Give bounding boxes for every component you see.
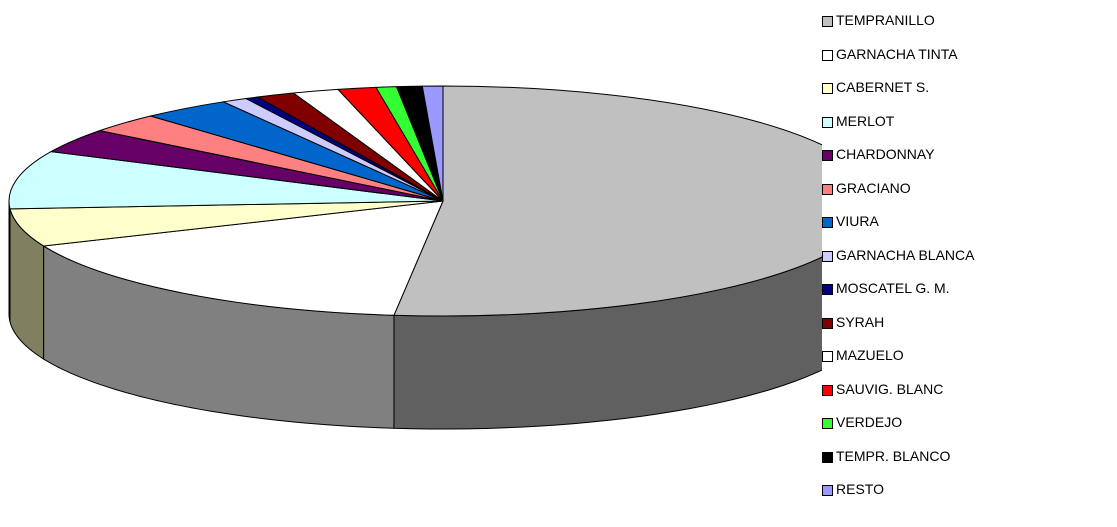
legend-swatch	[822, 49, 833, 61]
legend: TEMPRANILLO GARNACHA TINTA CABERNET S. MERL…	[822, 12, 1117, 515]
pie-slice-merlot	[8, 151, 444, 210]
legend-swatch	[822, 217, 833, 228]
legend-swatch	[822, 451, 833, 463]
pie-chart	[8, 85, 822, 430]
legend-label: MAZUELO	[836, 347, 904, 363]
pie-slice-cabernet-s	[9, 200, 444, 247]
legend-item: RESTO	[822, 481, 1117, 515]
legend-item: CABERNET S.	[822, 79, 1117, 113]
legend-swatch	[822, 116, 833, 128]
legend-swatch	[822, 384, 833, 396]
legend-swatch	[822, 485, 833, 496]
legend-item: SAUVIG. BLANC	[822, 381, 1117, 415]
legend-item: MERLOT	[822, 113, 1117, 147]
legend-swatch	[822, 418, 833, 429]
legend-item: MAZUELO	[822, 347, 1117, 381]
legend-swatch	[822, 150, 833, 161]
legend-swatch	[822, 16, 833, 27]
legend-label: TEMPRANILLO	[836, 12, 935, 28]
legend-item: MOSCATEL G. M.	[822, 280, 1117, 314]
pie-slice-resto	[421, 85, 444, 202]
legend-label: GRACIANO	[836, 179, 911, 196]
pie-top-group	[8, 85, 822, 317]
legend-label: GARNACHA TINTA	[836, 45, 958, 62]
legend-item: CHARDONNAY	[822, 146, 1117, 180]
legend-item: GARNACHA BLANCA	[822, 247, 1117, 281]
legend-item: TEMPRANILLO	[822, 12, 1117, 46]
legend-label: VERDEJO	[836, 414, 903, 430]
legend-swatch	[822, 284, 833, 295]
legend-item: VIURA	[822, 213, 1117, 247]
pie-side-group	[8, 201, 822, 430]
legend-label: MOSCATEL G. M.	[836, 280, 950, 296]
legend-item: SYRAH	[822, 314, 1117, 348]
legend-label: TEMPR. BLANCO	[836, 447, 951, 464]
legend-swatch	[822, 183, 833, 195]
legend-item: GRACIANO	[822, 180, 1117, 214]
legend-swatch	[822, 83, 833, 94]
legend-swatch	[822, 351, 833, 362]
legend-label: SAUVIG. BLANC	[836, 380, 944, 397]
legend-item: VERDEJO	[822, 414, 1117, 448]
legend-swatch	[822, 317, 833, 329]
legend-label: MERLOT	[836, 112, 895, 129]
legend-swatch	[822, 250, 833, 262]
legend-label: CHARDONNAY	[836, 146, 935, 162]
legend-item: TEMPR. BLANCO	[822, 448, 1117, 482]
pie-slice-tempranillo	[393, 85, 822, 317]
pie-slice-garnacha-tinta	[42, 200, 444, 316]
legend-label: CABERNET S.	[836, 79, 930, 95]
legend-label: SYRAH	[836, 313, 885, 330]
legend-label: RESTO	[836, 481, 884, 497]
legend-label: VIURA	[836, 213, 879, 229]
legend-item: GARNACHA TINTA	[822, 46, 1117, 80]
legend-label: GARNACHA BLANCA	[836, 246, 975, 263]
